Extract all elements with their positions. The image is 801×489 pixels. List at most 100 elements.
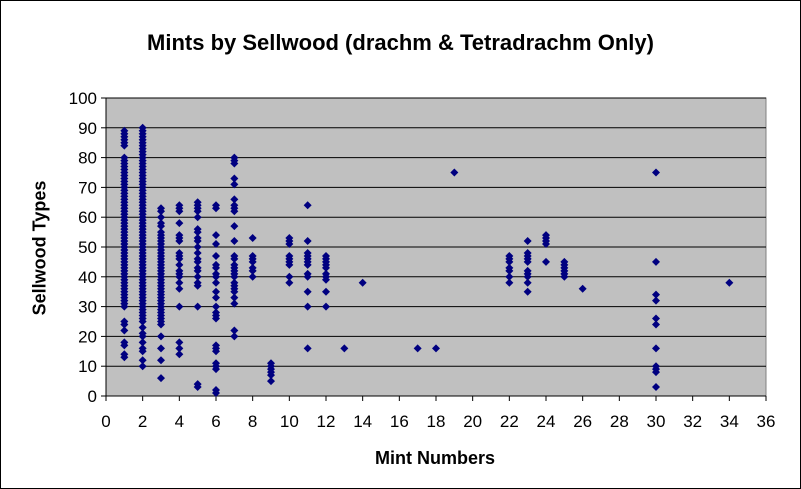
data-point (175, 302, 184, 311)
data-point (248, 272, 257, 281)
y-tick-label: 30 (78, 298, 97, 317)
data-point (193, 272, 202, 281)
y-tick-label: 40 (78, 268, 97, 287)
data-point (138, 338, 147, 347)
data-point (230, 299, 239, 308)
data-point (157, 219, 165, 228)
x-tick-label: 30 (647, 412, 666, 431)
data-point (230, 326, 239, 335)
data-point (322, 287, 330, 296)
data-point (248, 251, 257, 260)
data-point (523, 287, 532, 296)
data-point (303, 269, 312, 278)
data-point (303, 302, 312, 311)
data-point (175, 278, 184, 287)
data-point (542, 231, 550, 240)
data-point (212, 302, 220, 311)
x-tick-label: 32 (683, 412, 702, 431)
data-point (432, 344, 440, 353)
chart-title: Mints by Sellwood (drachm & Tetradrachm … (147, 30, 654, 55)
data-point (157, 332, 165, 341)
data-point (248, 263, 257, 272)
y-axis-title: Sellwood Types (29, 180, 50, 316)
data-point (120, 326, 129, 335)
data-point (652, 296, 660, 305)
data-point (248, 234, 257, 243)
data-point (175, 338, 184, 347)
data-point (212, 260, 220, 269)
data-point (652, 257, 660, 266)
data-point (230, 260, 239, 269)
data-point (175, 201, 184, 210)
data-point (212, 308, 220, 317)
data-point (303, 248, 312, 257)
data-point (212, 251, 220, 260)
data-point (230, 222, 239, 231)
data-point (212, 231, 220, 240)
data-point (303, 344, 312, 353)
data-point (267, 377, 275, 386)
data-point (212, 240, 220, 249)
data-point (230, 332, 239, 341)
data-point (175, 284, 184, 293)
x-tick-label: 26 (573, 412, 592, 431)
data-point (138, 123, 147, 132)
data-point (138, 344, 147, 353)
x-tick-label: 28 (610, 412, 629, 431)
data-point (193, 278, 202, 287)
data-point (523, 248, 532, 257)
x-tick-label: 18 (427, 412, 446, 431)
y-tick-label: 100 (69, 89, 97, 108)
data-point (267, 359, 275, 368)
data-point (578, 284, 587, 293)
x-axis-title: Mint Numbers (374, 448, 495, 468)
data-point (193, 213, 202, 222)
data-point (193, 248, 202, 257)
data-point (212, 341, 220, 350)
data-point (138, 329, 147, 338)
y-tick-label: 80 (78, 149, 97, 168)
data-point (212, 287, 220, 296)
y-tick-label: 50 (78, 238, 97, 257)
data-point (193, 263, 202, 272)
data-point (230, 237, 239, 246)
data-point (322, 251, 330, 260)
data-point (652, 383, 660, 392)
data-point (505, 263, 514, 272)
data-point (175, 260, 184, 269)
data-point (340, 344, 349, 353)
data-point (157, 356, 165, 365)
data-point (505, 251, 514, 260)
data-point (212, 278, 220, 287)
data-point (285, 278, 294, 287)
data-point (193, 380, 202, 389)
data-point (230, 293, 239, 302)
data-point (322, 302, 330, 311)
data-point (413, 344, 422, 353)
data-point (725, 278, 734, 287)
data-point (652, 344, 660, 353)
data-point (322, 269, 330, 278)
data-point (120, 350, 129, 359)
data-point (157, 204, 165, 213)
x-tick-label: 20 (463, 412, 482, 431)
data-point (212, 201, 220, 210)
y-tick-label: 10 (78, 357, 97, 376)
data-point (138, 356, 147, 365)
data-point (157, 344, 165, 353)
data-points (120, 123, 734, 398)
y-tick-labels: 0 10 20 30 40 50 60 70 80 90 100 (69, 89, 97, 406)
x-tick-label: 6 (211, 412, 220, 431)
data-point (303, 287, 312, 296)
x-tick-label: 12 (317, 412, 336, 431)
x-tick-label: 16 (390, 412, 409, 431)
y-tick-label: 60 (78, 208, 97, 227)
data-point (175, 231, 184, 240)
data-point (450, 168, 459, 177)
data-point (303, 201, 312, 210)
data-point (505, 278, 514, 287)
data-point (285, 234, 294, 243)
data-point (175, 266, 184, 275)
data-point (120, 317, 129, 326)
data-point (542, 257, 550, 266)
